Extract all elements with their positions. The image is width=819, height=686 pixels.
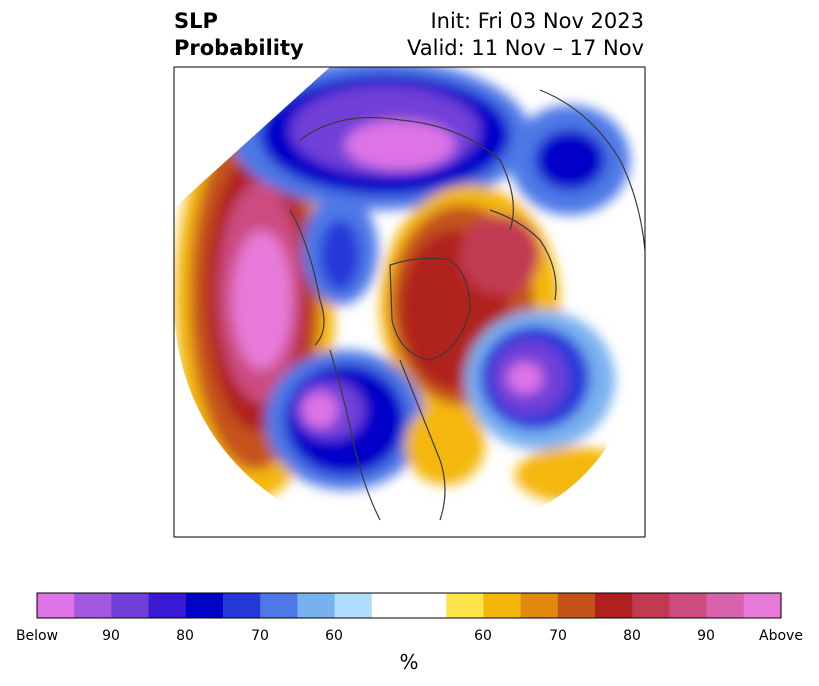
colorbar-swatch [260,593,298,618]
colorbar-tick-below: Below [15,628,59,644]
colorbar-swatch [371,593,410,618]
colorbar-swatch [185,593,224,618]
title-variable: SLP [174,9,218,33]
title-product: Probability [174,36,304,60]
colorbar-swatch [446,593,484,618]
coastlines [289,89,645,521]
colorbar-swatch [74,593,112,618]
atlantic-low-below [507,362,543,394]
colorbar-frame [36,592,782,619]
pacific-high-above [232,230,292,370]
arctic-coast-eurasia [299,116,514,231]
siberia-low-below [345,120,455,170]
title-left: SLP Probability [174,8,304,62]
colorbar-swatch [743,593,782,618]
colorbar-swatch [706,593,745,618]
colorbar-swatch [557,593,596,618]
colorbar-tick-below-90: 90 [102,628,120,644]
colorbar-swatch [223,593,261,618]
colorbar-swatch [483,593,522,618]
eastcoast-high-60 [405,405,485,485]
colorbar-swatch [334,593,373,618]
title-right: Init: Fri 03 Nov 2023 Valid: 11 Nov – 17… [407,8,644,62]
colorbar-unit: % [399,650,419,674]
colorbar-swatch [37,593,75,618]
colorbar-tick-below-70: 70 [251,628,269,644]
init-date: Init: Fri 03 Nov 2023 [430,9,644,33]
colorbar-swatch [297,593,336,618]
colorbar-tick-above: Above [759,628,803,644]
colorbar-swatch [148,593,187,618]
colorbar-swatch [520,593,559,618]
colorbar-tick-above-80: 80 [623,628,641,644]
colorbar-swatch [111,593,150,618]
colorbar-swatch [409,593,447,618]
scandinavia-high-85 [460,215,540,295]
colorbar-tick-below-60: 60 [325,628,343,644]
colorbar-tick-above-70: 70 [549,628,567,644]
subtropical-atlantic-high [515,447,635,503]
map-frame [173,66,646,538]
probability-field [174,67,645,537]
north-america-west-coast [329,349,381,521]
colorbar-tick-above-90: 90 [697,628,715,644]
north-america-east-coast [399,359,446,521]
westna-low-below [302,392,338,428]
alaska-coast [289,209,325,346]
europe-asia-coast [539,89,645,251]
colorbar-tick-above-60: 60 [474,628,492,644]
colorbar-swatch [669,593,708,618]
valid-range: Valid: 11 Nov – 17 Nov [407,36,644,60]
colorbar-swatch [632,593,670,618]
europe-low-80 [535,130,605,190]
scandinavia-coast [489,209,557,301]
colorbar-tick-below-80: 80 [176,628,194,644]
alaska-low-80 [320,220,360,290]
greenland [389,257,471,361]
colorbar-swatch [595,593,633,618]
colorbar [37,593,782,618]
